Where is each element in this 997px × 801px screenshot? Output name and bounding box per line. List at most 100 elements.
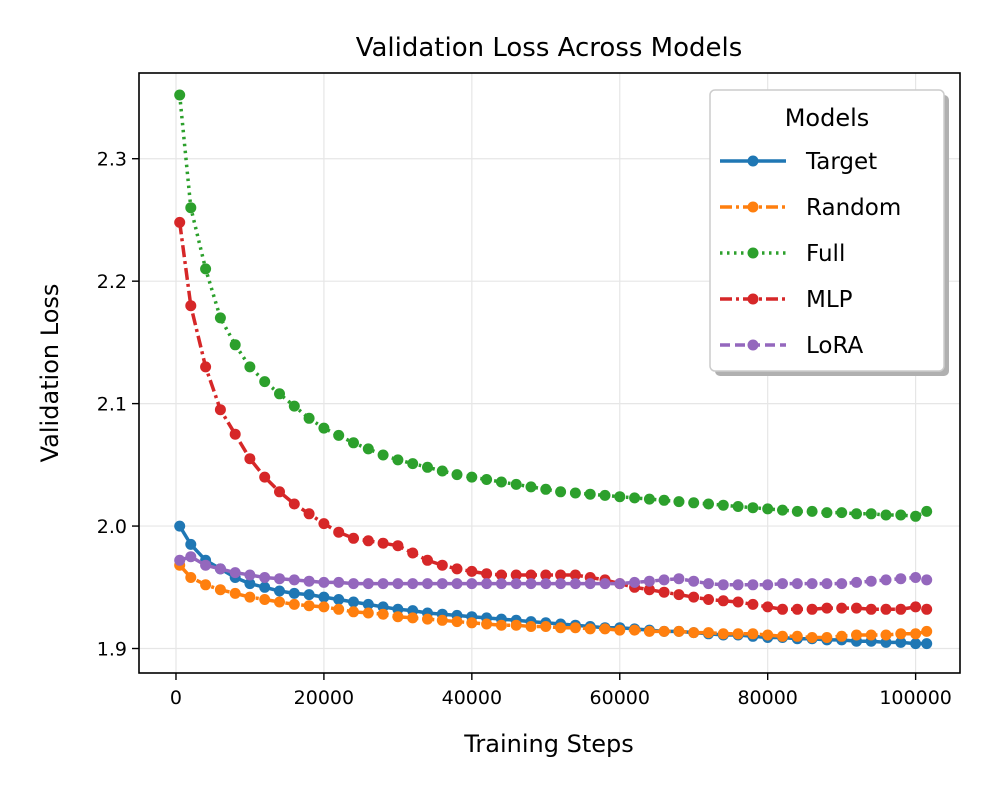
data-point-lora [658, 574, 670, 586]
legend-label-full: Full [806, 241, 845, 267]
data-point-mlp [806, 603, 818, 615]
data-point-random [747, 628, 759, 640]
series-group [174, 89, 933, 650]
data-point-random [377, 608, 389, 620]
data-point-random [214, 584, 226, 596]
data-point-mlp [836, 602, 848, 614]
data-point-target [333, 594, 345, 605]
data-point-full [880, 509, 892, 521]
data-point-target [303, 589, 315, 601]
data-point-mlp [392, 540, 404, 552]
data-point-mlp [717, 595, 729, 607]
legend-label-random: Random [806, 195, 901, 221]
data-point-mlp [362, 535, 374, 547]
y-tick-label: 1.9 [97, 639, 127, 661]
data-point-random [392, 611, 404, 623]
data-point-random [466, 617, 478, 629]
y-tick-label: 2.1 [97, 394, 127, 416]
data-point-lora [806, 578, 818, 590]
legend-label-mlp: MLP [806, 287, 853, 313]
data-point-random [643, 625, 655, 637]
data-point-mlp [174, 216, 186, 228]
data-point-random [836, 630, 848, 642]
data-point-full [318, 422, 330, 434]
data-point-lora [599, 578, 611, 590]
data-point-lora [200, 559, 212, 571]
data-point-random [229, 587, 241, 599]
data-point-mlp [407, 547, 419, 559]
data-point-mlp [318, 518, 330, 530]
data-point-lora [555, 578, 567, 590]
series-line-random [178, 564, 928, 640]
data-point-mlp [688, 591, 700, 603]
data-point-lora [525, 578, 537, 590]
data-point-random [762, 629, 774, 641]
data-point-lora [348, 578, 359, 590]
data-point-lora [174, 554, 186, 566]
data-point-random [791, 630, 803, 642]
data-point-lora [643, 575, 655, 587]
data-point-mlp [732, 596, 744, 608]
data-point-mlp [555, 569, 567, 581]
data-point-full [629, 492, 641, 504]
data-point-full [174, 89, 186, 101]
data-point-full [510, 478, 522, 490]
data-point-full [288, 400, 300, 412]
legend: Models Target Random Full MLP LoRA [709, 89, 949, 376]
data-point-lora [274, 573, 285, 585]
series-line-mlp [177, 222, 928, 612]
data-point-target [288, 587, 300, 599]
data-point-full [791, 505, 803, 517]
data-point-random [510, 619, 522, 631]
data-point-random [244, 591, 256, 603]
data-point-full [244, 361, 256, 373]
data-point-full [762, 503, 774, 515]
data-point-random [569, 622, 581, 634]
x-tick-label: 60000 [590, 687, 650, 709]
data-point-lora [214, 563, 226, 575]
data-point-mlp [451, 563, 463, 575]
data-point-random [200, 579, 212, 591]
data-point-full [214, 312, 226, 324]
data-point-mlp [348, 532, 359, 544]
data-point-mlp [540, 569, 552, 581]
data-point-random [333, 603, 345, 615]
data-point-full [836, 507, 848, 519]
data-point-lora [703, 578, 714, 590]
data-point-lora [495, 578, 507, 590]
data-point-full [333, 429, 345, 441]
data-point-full [806, 505, 818, 517]
data-point-lora [510, 578, 522, 590]
data-point-target [348, 596, 359, 608]
data-point-full [303, 412, 315, 424]
data-point-random [732, 628, 744, 640]
data-point-random [921, 625, 933, 637]
data-point-lora [910, 572, 922, 583]
legend-marker-lora [747, 339, 759, 351]
data-point-full [274, 388, 285, 400]
data-point-lora [392, 578, 404, 590]
data-point-lora [303, 575, 315, 587]
data-point-lora [481, 578, 493, 590]
data-point-full [259, 376, 271, 388]
data-point-mlp [895, 603, 907, 615]
data-point-random [451, 616, 463, 628]
data-point-lora [185, 551, 197, 563]
data-point-full [185, 202, 197, 214]
data-point-lora [451, 578, 463, 590]
data-point-random [703, 627, 714, 639]
data-point-mlp [525, 569, 537, 581]
data-point-random [806, 632, 818, 643]
data-point-full [495, 476, 507, 488]
x-axis-label: Training Steps [463, 730, 633, 758]
data-point-full [614, 491, 626, 503]
data-point-random [274, 596, 285, 608]
x-tick-label: 100000 [879, 687, 952, 709]
data-point-full [569, 487, 581, 499]
data-point-random [599, 623, 611, 635]
data-point-lora [747, 579, 759, 591]
data-point-lora [407, 578, 419, 590]
data-point-random [629, 624, 641, 636]
y-axis-label: Validation Loss [36, 284, 64, 463]
data-point-lora [851, 576, 862, 588]
